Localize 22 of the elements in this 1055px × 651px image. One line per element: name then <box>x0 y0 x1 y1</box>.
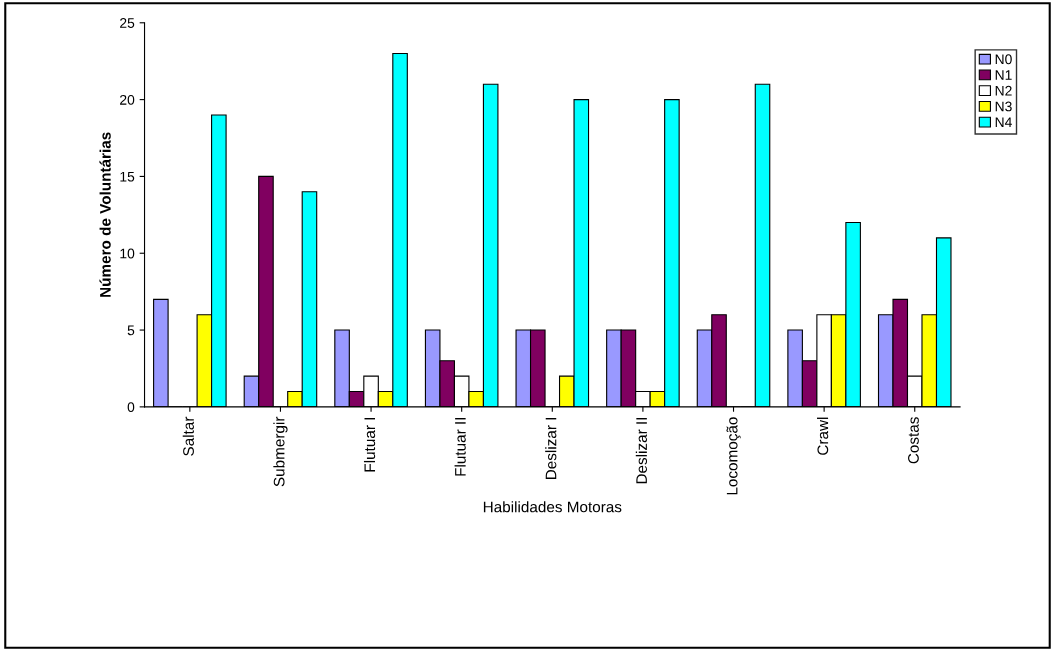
x-tick-label: Flutuar I <box>363 418 376 472</box>
legend-label: N1 <box>995 70 1012 80</box>
y-tick-label: 10 <box>120 248 135 259</box>
y-tick-label: 5 <box>127 325 135 336</box>
legend-label: N2 <box>995 85 1012 96</box>
x-tick-label: Deslizar I <box>545 418 557 480</box>
x-axis-title: Habilidades Motoras <box>483 501 622 513</box>
y-tick-label: 15 <box>120 171 135 182</box>
legend-label: N3 <box>995 101 1012 112</box>
x-tick-label: Saltar <box>182 416 194 456</box>
x-tick-label: Submergir <box>273 416 288 487</box>
x-tick-label: Costas <box>908 417 919 464</box>
y-tick-label: 20 <box>120 94 135 105</box>
legend-label: N0 <box>995 54 1012 65</box>
y-tick-label: 0 <box>127 402 135 413</box>
x-tick-label: Locomoção <box>726 417 741 495</box>
legend-label: N4 <box>995 117 1012 127</box>
y-axis-title: Número de Voluntárias <box>99 132 111 297</box>
x-tick-label: Deslizar II <box>635 418 648 484</box>
x-tick-label: Crawl <box>817 417 829 455</box>
x-tick-label: Flutuar II <box>454 418 466 476</box>
y-tick-label: 25 <box>120 18 135 28</box>
